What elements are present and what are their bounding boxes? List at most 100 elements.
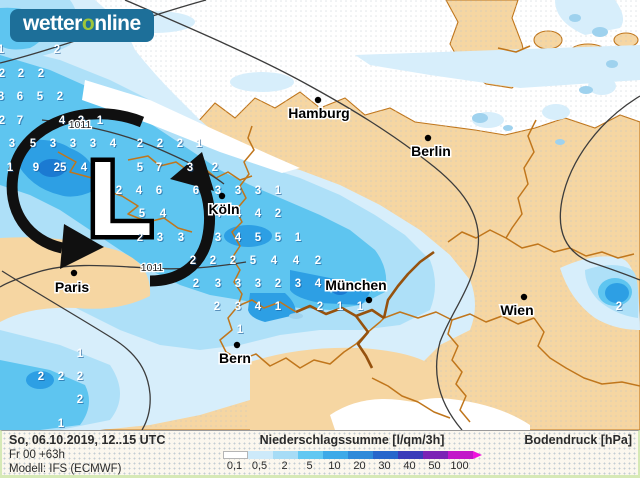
precip-value: 4 [136,185,143,197]
precip-value: 3 [215,232,221,244]
city-dot [70,269,78,277]
legend-tick: 0,5 [251,460,268,472]
precip-value: 3 [70,138,76,150]
precip-value: 2 [230,255,236,267]
precip-light [555,0,624,35]
precip-value: 2 [137,232,143,244]
precip-intense [26,371,54,389]
precip-light [542,104,570,120]
legend-segment [298,451,323,459]
precip-value: 1 [275,301,282,313]
precip-value: 1 [0,44,5,56]
precip-intense [248,293,296,322]
precip-value: 2 [275,208,281,220]
precip-value: 2 [275,278,281,290]
precip-extreme [38,159,66,177]
cyclonic-arrowhead-east [170,152,214,191]
precip-value: 4 [160,208,167,220]
isobar-labels: 1011 1011 [67,118,164,276]
city-dot [218,192,226,200]
pressure-legend-title: Bodendruck [hPa] [524,433,632,447]
precip-value: 2 [77,371,83,383]
legend-tick: 100 [450,460,469,472]
precipitation-map: L 1 2 2 2 2 8 6 5 2 2 7 4 2 1 3 5 3 3 3 4 2 2 2 1 1 9 25 4 5 7 3 2 2 4 6 6 3… [0,0,640,430]
model-name: Modell: IFS (ECMWF) [9,463,122,475]
precip-value: 4 [110,138,117,150]
precip-light [588,77,616,95]
precip-value: 5 [30,138,37,150]
city-markers: Hamburg Berlin Köln München Paris Bern Wien [53,96,535,368]
precip-value: 2 [0,115,5,127]
precip-value: 2 [214,301,220,313]
precip-value: 7 [156,162,162,174]
legend-segment [348,451,373,459]
precip-value: 2 [18,68,24,80]
cyclonic-arrowhead-west [60,224,104,269]
precip-value: 2 [38,68,44,80]
city-label: Berlin [411,143,451,159]
precip-value: 2 [193,278,199,290]
city-label: Köln [208,201,239,217]
precip-value: 4 [255,301,262,313]
precip-legend: Niederschlagssumme [l/qm/3h] 0,1 0,5 2 5 10 2… [222,433,482,472]
precip-intense [290,270,370,305]
legend-segment [448,451,473,459]
legend-tick: 10 [328,460,341,472]
legend-tick-labels: 0,1 0,5 2 5 10 20 30 40 50 100 [222,460,480,472]
precip-value: 3 [255,278,261,290]
precip-value: 3 [235,278,241,290]
city-label: Hamburg [288,105,349,121]
precip-value: 6 [156,185,162,197]
precip-value: 2 [38,371,44,383]
cyclonic-arrow-west [6,108,145,254]
precip-value: 2 [616,301,622,313]
wetteronline-logo: wetteronline [10,9,154,42]
city-dot [314,96,322,104]
precip-value: 25 [54,162,67,174]
lakes [289,14,618,319]
legend-segment [223,451,248,459]
map-canvas: L 1 22 2 28 6 5 22 7 4 2 13 5 3 3 3 4 2 2 2 11 9 25 4 5 7 3 22 4 6 6 3… [0,0,640,430]
precip-value: 2 [78,115,84,127]
precip-intense [605,283,629,303]
adriatic-sea [380,398,530,430]
precip-value: 1 [237,324,244,336]
precip-value: 3 [9,138,15,150]
precip-value: 1 [7,162,14,174]
precip-value: 4 [235,208,242,220]
precip-value: 2 [177,138,183,150]
precip-value: 3 [255,185,261,197]
precip-value: 7 [17,115,23,127]
precip-value: 1 [77,348,84,360]
precip-value: 5 [37,91,44,103]
city-label: Wien [500,302,533,318]
precip-value: 9 [33,162,39,174]
country-borders [57,45,640,423]
precip-value: 1 [337,301,344,313]
precip-value: 2 [57,91,63,103]
precip-value: 4 [255,208,262,220]
run-offset: Fr 00 +63h [9,448,65,461]
legend-tick: 50 [428,460,441,472]
legend-arrow [473,451,482,459]
precip-value: 2 [212,162,218,174]
precip-value: 8 [0,91,5,103]
cyclonic-arrow-east [149,169,215,287]
precip-heavy [0,360,89,430]
precip-value: 2 [116,185,122,197]
precip-value: 5 [139,208,146,220]
legend-colorbar [223,451,473,459]
logo-text: wetter [23,12,82,35]
precip-value: 5 [250,255,257,267]
legend-segment [248,451,273,459]
precip-value: 4 [293,255,300,267]
precip-value: 2 [0,68,5,80]
legend-segment [398,451,423,459]
city-dot [365,296,373,304]
city-dot [233,341,241,349]
legend-segment [373,451,398,459]
run-info: So, 06.10.2019, 12..15 UTC Fr 00 +63h Mo… [9,433,165,477]
city-label: München [325,277,386,293]
precip-value: 3 [215,278,221,290]
